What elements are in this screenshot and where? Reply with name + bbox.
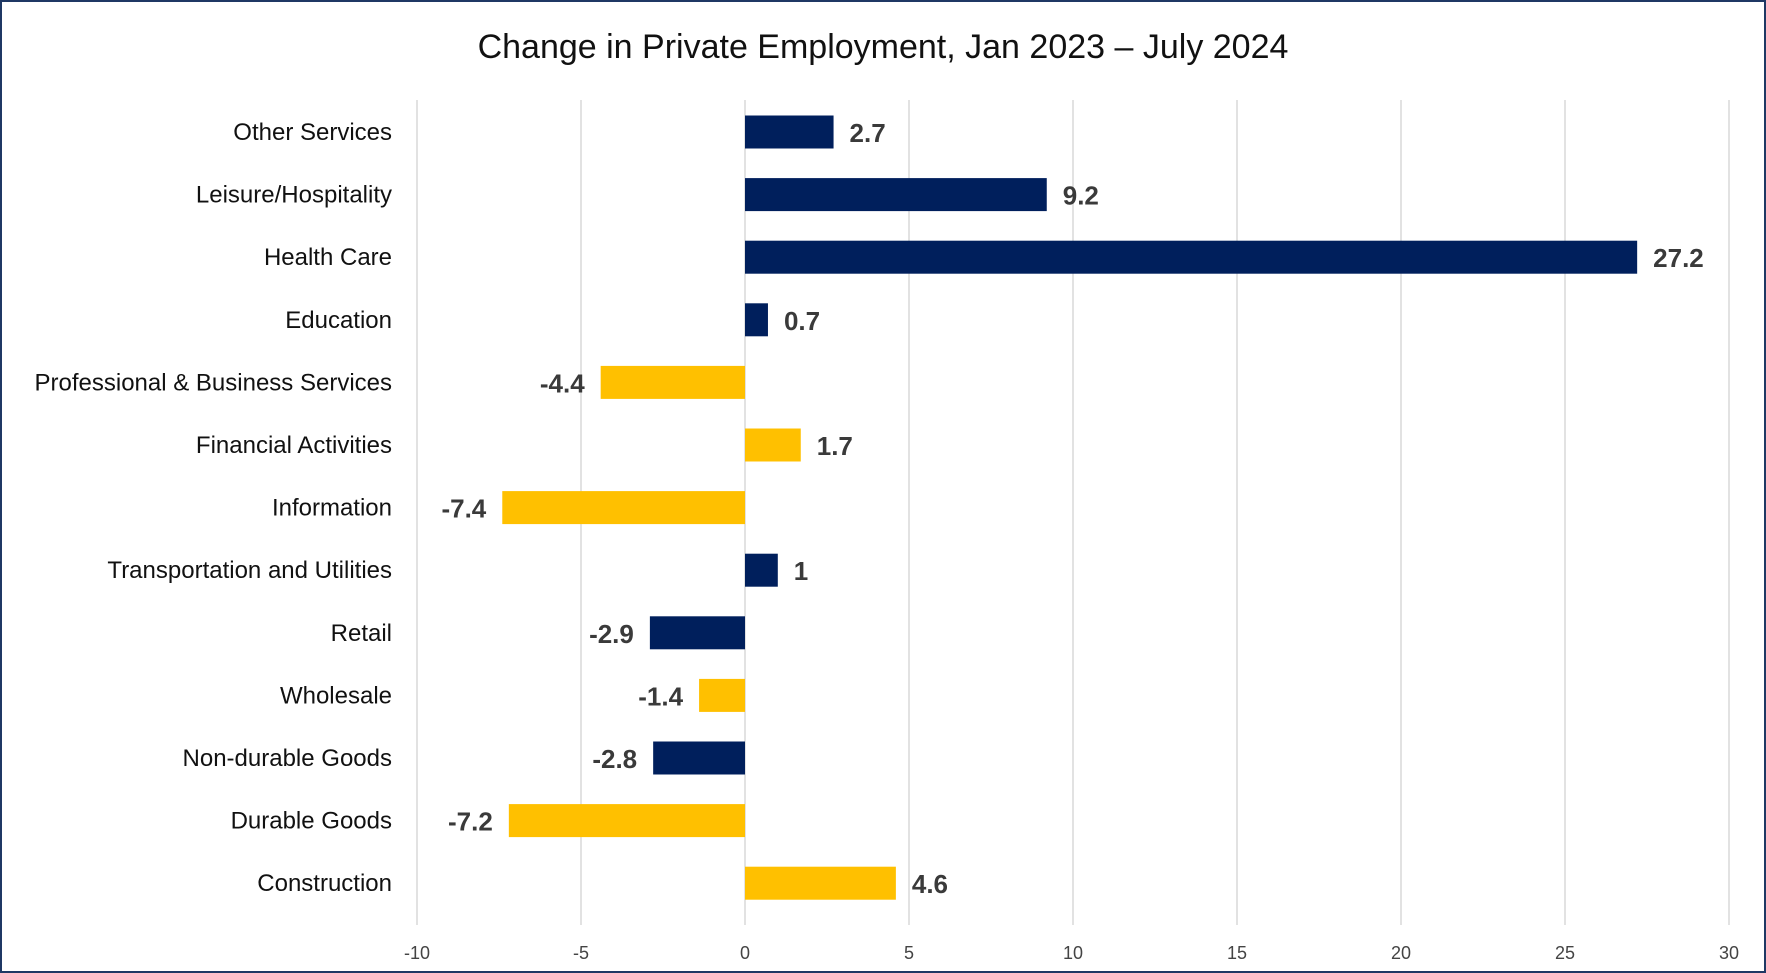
category-label: Non-durable Goods — [183, 745, 392, 772]
category-label: Construction — [257, 870, 392, 897]
bar — [600, 365, 745, 399]
data-label: 0.7 — [784, 306, 820, 336]
bar — [745, 303, 768, 337]
bar — [745, 240, 1638, 274]
x-tick-label: 30 — [1719, 943, 1739, 963]
bar — [745, 428, 801, 462]
category-label: Financial Activities — [196, 432, 392, 459]
data-label: 9.2 — [1063, 181, 1099, 211]
data-label: -1.4 — [638, 681, 683, 711]
x-tick-label: 15 — [1227, 943, 1247, 963]
bar — [502, 491, 745, 525]
category-label: Wholesale — [280, 682, 392, 709]
bar — [745, 115, 834, 149]
data-label: -4.4 — [540, 368, 585, 398]
bar — [699, 678, 745, 712]
data-label: 1.7 — [817, 431, 853, 461]
data-label: 27.2 — [1653, 243, 1704, 273]
category-label: Transportation and Utilities — [107, 557, 392, 584]
x-tick-label: 0 — [740, 943, 750, 963]
category-label: Professional & Business Services — [35, 369, 393, 396]
bar — [653, 741, 745, 775]
bar — [745, 178, 1047, 212]
chart-title: Change in Private Employment, Jan 2023 –… — [477, 28, 1289, 66]
bar — [745, 866, 896, 900]
category-label: Retail — [331, 620, 392, 647]
data-label: 2.7 — [850, 118, 886, 148]
x-tick-label: -5 — [573, 943, 589, 963]
category-label: Health Care — [264, 244, 392, 271]
category-label: Other Services — [233, 119, 392, 146]
category-label: Information — [272, 495, 392, 522]
data-label: -7.4 — [441, 494, 486, 524]
x-tick-label: 10 — [1063, 943, 1083, 963]
category-label: Durable Goods — [231, 808, 392, 835]
data-label: -2.8 — [592, 744, 637, 774]
category-label: Education — [285, 307, 392, 334]
data-label: -2.9 — [589, 619, 634, 649]
bar — [649, 616, 745, 650]
x-tick-label: -10 — [404, 943, 430, 963]
category-label: Leisure/Hospitality — [196, 182, 392, 209]
bar — [745, 553, 778, 587]
x-tick-label: 20 — [1391, 943, 1411, 963]
data-label: 4.6 — [912, 869, 948, 899]
x-tick-label: 25 — [1555, 943, 1575, 963]
bar — [508, 804, 745, 838]
data-label: 1 — [794, 556, 808, 586]
data-label: -7.2 — [448, 807, 493, 837]
x-tick-label: 5 — [904, 943, 914, 963]
